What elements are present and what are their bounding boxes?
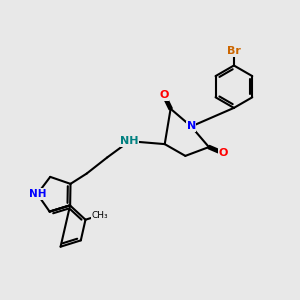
Text: CH₃: CH₃ — [92, 211, 108, 220]
Text: O: O — [159, 90, 169, 100]
Text: Br: Br — [227, 46, 241, 56]
Text: O: O — [218, 148, 228, 158]
Text: NH: NH — [28, 189, 46, 199]
Text: NH: NH — [120, 136, 139, 146]
Text: N: N — [187, 122, 196, 131]
